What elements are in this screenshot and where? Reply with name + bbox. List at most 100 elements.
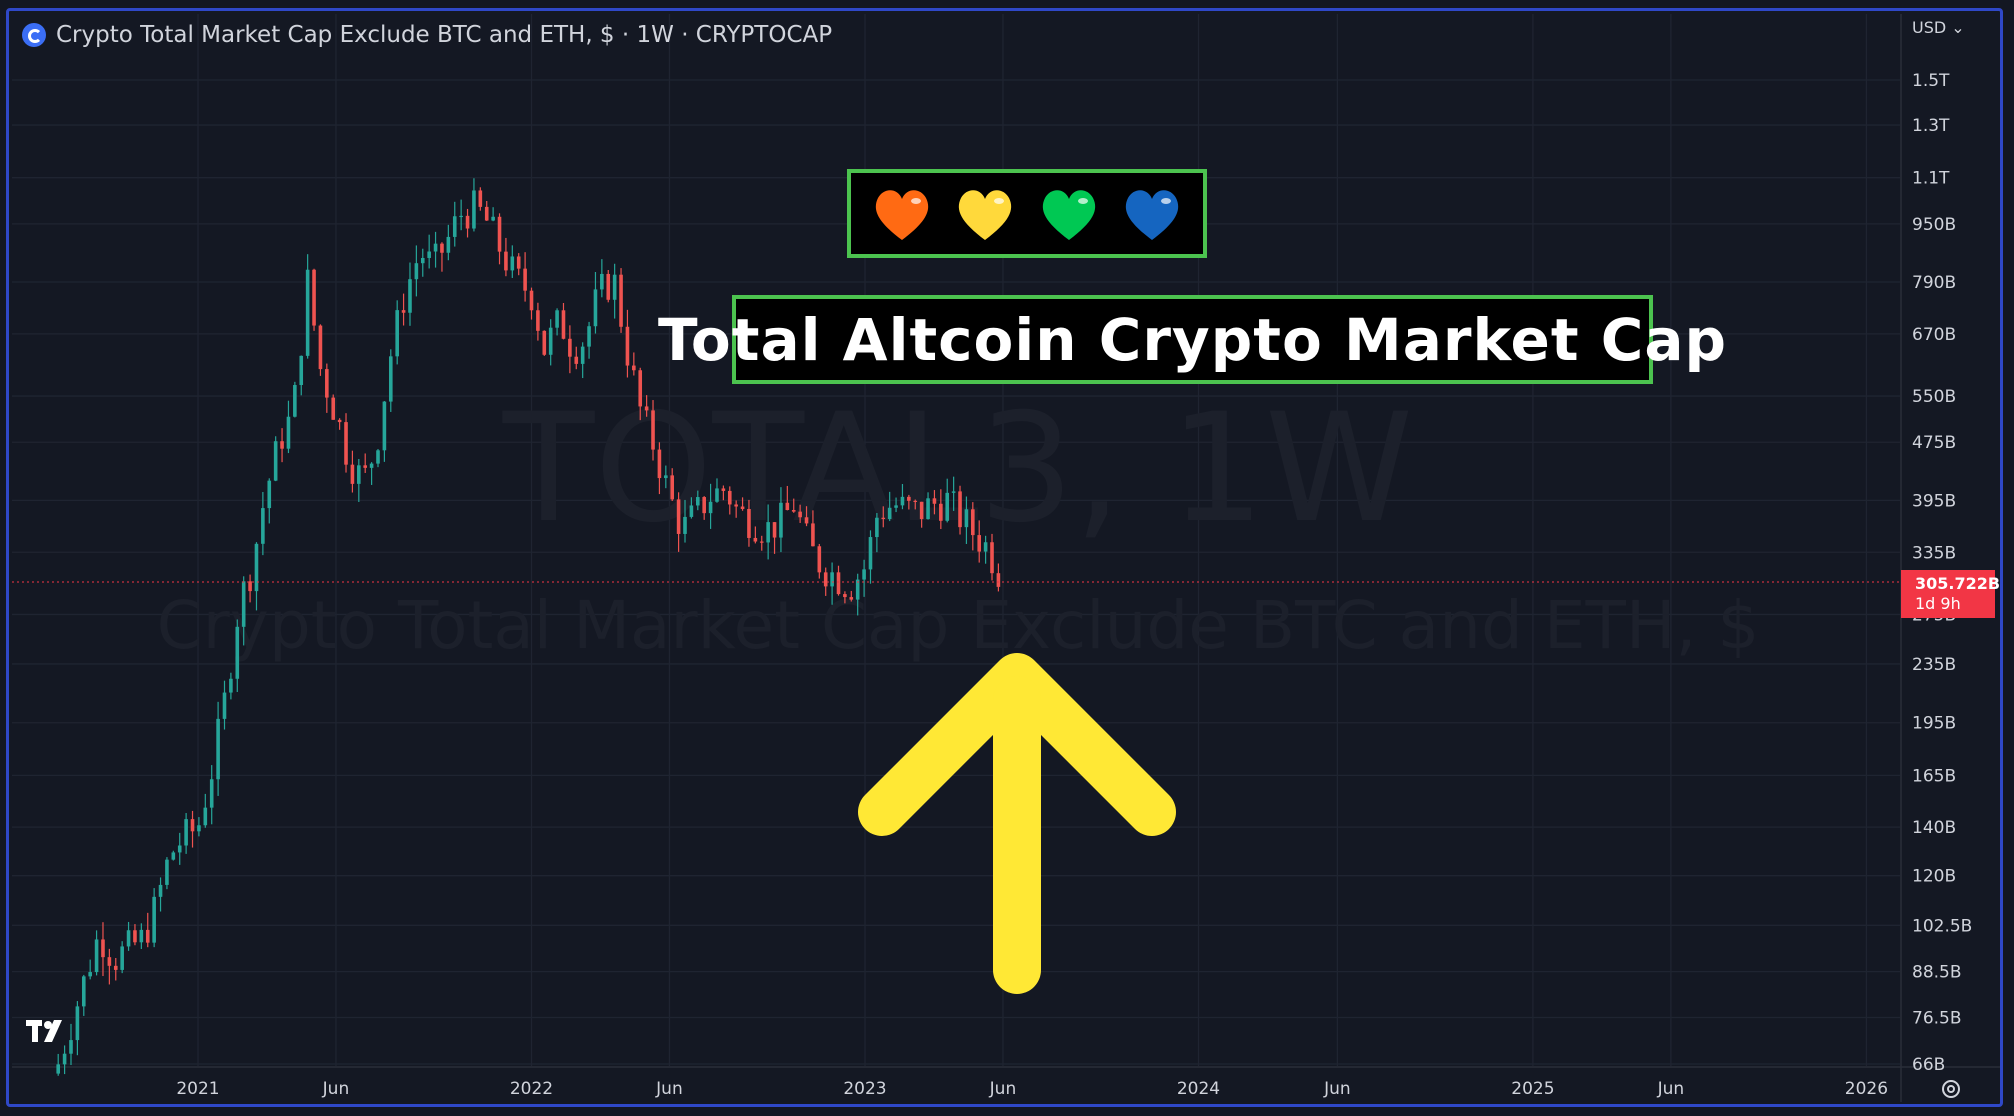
candle-body [120,946,124,970]
candle-body [171,852,176,860]
candle-body [932,498,937,504]
currency-button[interactable]: USD ⌄ [1912,18,1965,37]
candle-body [804,517,809,524]
candle-body [325,369,329,398]
candle-body [574,356,579,364]
candle-body [734,504,738,507]
candle-body [996,573,1001,587]
candle-body [113,965,118,970]
y-tick-label: 790B [1912,273,1956,293]
y-tick-label: 195B [1912,714,1956,734]
x-tick-label: 2023 [843,1079,886,1099]
candle-body [190,819,195,832]
candle-body [753,537,758,542]
candle-body [388,356,393,402]
candle-body [254,543,259,592]
candle-body [990,542,994,574]
candle-body [452,216,457,237]
candle-body [382,401,387,451]
candle-body [708,501,713,514]
candle-body [881,517,886,520]
candle-body [945,492,950,521]
candle-body [286,416,291,449]
candle-body [357,465,361,484]
candle-body [523,268,527,291]
y-tick-label: 88.5B [1912,963,1962,983]
candle-body [158,884,163,897]
candle-body [548,327,553,355]
candle-body [772,522,777,538]
candle-body [312,269,316,326]
candle-body [293,385,297,417]
candle-body [376,450,380,464]
candle-body [887,507,892,520]
candle-body [913,500,918,503]
candle-body [958,491,962,528]
candle-body [727,490,732,505]
candle-body [75,1006,80,1041]
candle-body [299,355,304,386]
candle-body [785,502,790,511]
x-tick-label: Jun [655,1079,683,1099]
candle-body [555,310,559,328]
candle-body [318,325,323,370]
candle-body [900,496,905,506]
candle-body [273,441,278,481]
y-tick-label: 335B [1912,543,1956,563]
y-axis[interactable]: 1.5T 1.3T 1.1T 950B 790B 670B 550B 475B 395B 335B… [1912,71,1972,1075]
watermark-name: Crypto Total Market Cap Exclude BTC and … [157,587,1760,664]
candle-body [593,289,598,327]
up-arrow [858,653,1176,994]
candle-body [907,496,911,501]
candle-body [971,509,975,536]
candle-body [401,310,406,313]
candle-body [638,370,643,407]
settings-gear-icon[interactable] [1938,1076,1964,1102]
x-axis[interactable]: 2021 Jun 2022 Jun 2023 Jun 2024 Jun 2025 Jun 2026 [176,1079,1888,1099]
candle-body [542,330,547,355]
y-tick-label: 1.3T [1912,116,1950,136]
candle-body [836,572,841,595]
candle-body [747,508,751,538]
candle-body [670,475,675,500]
candle-body [651,410,655,450]
y-tick-label: 235B [1912,655,1956,675]
candle-body [197,825,201,832]
x-tick-label: 2026 [1845,1079,1888,1099]
candle-body [529,290,534,311]
x-tick-label: 2024 [1177,1079,1220,1099]
candle-body [568,338,572,357]
candle-body [459,215,463,218]
candle-body [248,581,252,592]
candle-body [779,502,783,538]
candle-body [811,523,815,547]
y-tick-label: 102.5B [1912,916,1972,936]
candle-body [830,572,834,587]
x-tick-label: 2021 [176,1079,219,1099]
candle-body [222,692,227,719]
candle-body [497,216,502,252]
candle-body [683,516,687,534]
tradingview-logo-icon[interactable] [26,1018,72,1044]
candle-body [919,501,924,520]
candle-body [561,310,566,339]
chart-title: Crypto Total Market Cap Exclude BTC and … [56,22,833,48]
candle-body [350,464,355,484]
candle-body [369,463,374,468]
candle-body [165,859,169,885]
candle-body [702,497,706,514]
y-tick-label: 140B [1912,818,1956,838]
candle-body [472,190,476,229]
candle-body [261,508,265,544]
candle-body [977,535,982,552]
candle-body [510,256,515,271]
candle-body [414,263,419,280]
y-tick-label: 475B [1912,433,1956,453]
chart-header[interactable]: Crypto Total Market Cap Exclude BTC and … [22,20,832,50]
banner-title: Total Altcoin Crypto Market Cap [658,305,1727,374]
candle-body [823,572,828,587]
candle-body [600,273,604,290]
candle-body [337,419,342,423]
candle-body [81,976,86,1007]
